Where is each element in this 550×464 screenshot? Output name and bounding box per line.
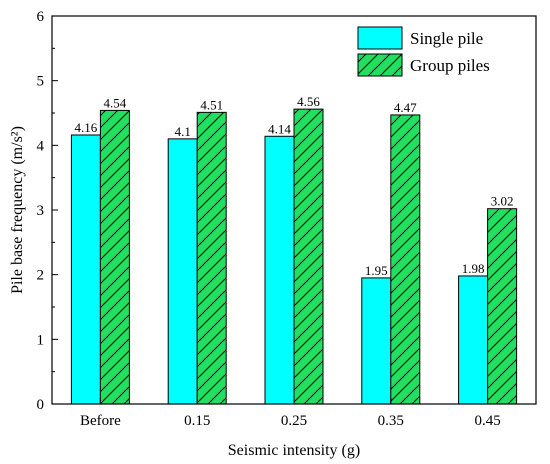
bar-single-pile-Before (70, 134, 101, 405)
bar-group-piles-Before (99, 109, 130, 405)
bar-group-piles-0.25 (293, 108, 324, 405)
y-tick-label-0: 0 (37, 397, 45, 413)
y-tick-label-2: 2 (37, 268, 45, 284)
x-tick-label-0.35: 0.35 (378, 413, 404, 429)
bar-value-label-single-pile-0.15: 4.1 (175, 124, 191, 139)
y-tick-label-4: 4 (37, 138, 45, 154)
y-tick-label-5: 5 (37, 74, 45, 90)
bar-single-pile-0.35 (361, 277, 392, 405)
bar-value-label-group-piles-0.15: 4.51 (200, 97, 223, 112)
bar-single-pile-0.15 (167, 138, 198, 405)
bar-value-label-group-piles-0.35: 4.47 (394, 100, 417, 115)
bar-value-label-group-piles-Before: 4.54 (104, 95, 127, 110)
y-axis-label: Pile base frequency (m/s²) (9, 126, 26, 294)
bar-group-piles-0.45 (487, 208, 518, 405)
legend-label-single-pile: Single pile (410, 29, 483, 48)
bar-single-pile-0.45 (458, 275, 489, 405)
x-tick-label-Before: Before (80, 413, 121, 429)
bars-group (70, 108, 518, 405)
x-axis-ticks: Before 0.15 0.25 0.35 0.45 (80, 398, 501, 429)
bar-group-piles-0.15 (196, 111, 227, 405)
x-tick-label-0.25: 0.25 (281, 413, 307, 429)
legend-label-group-piles: Group piles (410, 56, 490, 75)
bar-value-label-group-piles-0.25: 4.56 (297, 94, 320, 109)
x-tick-label-0.45: 0.45 (474, 413, 500, 429)
x-tick-label-0.15: 0.15 (184, 413, 210, 429)
bar-value-label-single-pile-0.25: 4.14 (268, 121, 291, 136)
bar-single-pile-0.25 (264, 135, 295, 405)
y-tick-label-1: 1 (37, 332, 45, 348)
legend-swatch-group-piles (357, 53, 403, 77)
legend-swatch-single-pile (357, 26, 403, 50)
bar-group-piles-0.35 (390, 114, 421, 405)
bar-value-labels: 4.16 4.54 4.1 4.51 4.14 4.56 1.95 4.47 1.98 3.02 (75, 94, 514, 278)
y-axis-ticks: 0 1 2 3 4 5 6 (37, 9, 58, 413)
bar-value-label-single-pile-Before: 4.16 (75, 120, 98, 135)
bar-value-label-single-pile-0.45: 1.98 (462, 261, 485, 276)
x-axis-label: Seismic intensity (g) (228, 442, 360, 459)
legend: Single pile Group piles (357, 26, 490, 77)
y-tick-label-6: 6 (37, 9, 45, 25)
y-tick-label-3: 3 (37, 203, 45, 219)
bar-value-label-single-pile-0.35: 1.95 (365, 263, 388, 278)
bar-value-label-group-piles-0.45: 3.02 (491, 194, 514, 209)
